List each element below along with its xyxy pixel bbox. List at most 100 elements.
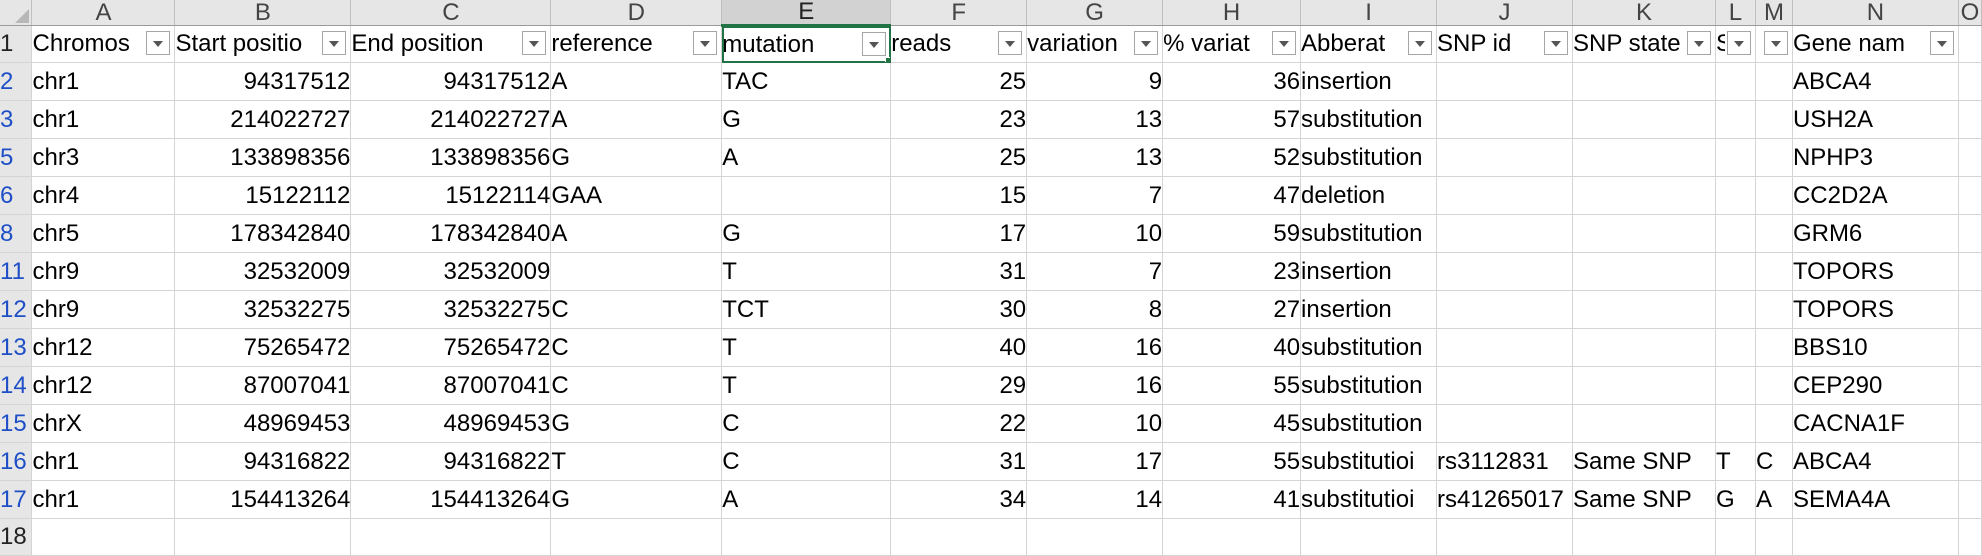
cell-reference[interactable]: G xyxy=(550,138,723,177)
cell-end[interactable]: 48969453 xyxy=(350,404,552,443)
row-number[interactable]: 11 xyxy=(0,252,33,291)
cell-l[interactable] xyxy=(1715,138,1756,177)
cell-start[interactable]: 154413264 xyxy=(174,480,352,519)
empty-cell[interactable] xyxy=(1958,518,1982,556)
cell-variation[interactable]: 16 xyxy=(1026,366,1164,405)
cell-aberration[interactable]: substitutioi xyxy=(1300,442,1438,481)
cell-reads[interactable]: 31 xyxy=(890,252,1028,291)
cell-end[interactable]: 32532009 xyxy=(350,252,552,291)
filter-dropdown-icon[interactable] xyxy=(1544,31,1569,55)
cell-pct[interactable]: 59 xyxy=(1162,214,1302,253)
cell-reads[interactable]: 15 xyxy=(890,176,1028,215)
cell-end[interactable]: 15122114 xyxy=(350,176,552,215)
filter-dropdown-icon[interactable] xyxy=(1408,31,1433,55)
cell-mutation[interactable]: T xyxy=(721,252,892,291)
filter-dropdown-icon[interactable] xyxy=(1726,31,1751,55)
cell-m[interactable] xyxy=(1755,290,1793,329)
cell-snp_id[interactable]: rs41265017 xyxy=(1436,480,1574,519)
cell-variation[interactable]: 13 xyxy=(1026,100,1164,139)
cell-chromosome[interactable]: chr5 xyxy=(31,214,176,253)
cell-l[interactable]: T xyxy=(1715,442,1756,481)
cell-snp_id[interactable]: rs3112831 xyxy=(1436,442,1574,481)
cell-reads[interactable]: 17 xyxy=(890,214,1028,253)
cell-mutation[interactable]: G xyxy=(721,214,892,253)
cell-o[interactable] xyxy=(1958,100,1982,139)
filter-dropdown-icon[interactable] xyxy=(998,31,1023,55)
cell-aberration[interactable]: insertion xyxy=(1300,290,1438,329)
cell-pct[interactable]: 23 xyxy=(1162,252,1302,291)
cell-chromosome[interactable]: chr12 xyxy=(31,366,176,405)
cell-m[interactable] xyxy=(1755,252,1793,291)
cell-o[interactable] xyxy=(1958,366,1982,405)
cell-variation[interactable]: 7 xyxy=(1026,252,1164,291)
row-number[interactable]: 14 xyxy=(0,366,33,405)
cell-gene[interactable]: CC2D2A xyxy=(1792,176,1959,215)
cell-reads[interactable]: 25 xyxy=(890,62,1028,101)
cell-snp_state[interactable]: Same SNP xyxy=(1572,442,1716,481)
cell-l[interactable] xyxy=(1715,214,1756,253)
header-cell-l[interactable]: S xyxy=(1715,25,1756,63)
select-all-corner[interactable] xyxy=(0,0,33,26)
cell-snp_state[interactable] xyxy=(1572,176,1716,215)
column-header-g[interactable]: G xyxy=(1026,0,1164,26)
cell-snp_id[interactable] xyxy=(1436,328,1574,367)
column-header-f[interactable]: F xyxy=(890,0,1028,26)
cell-m[interactable] xyxy=(1755,328,1793,367)
empty-cell[interactable] xyxy=(1162,518,1302,556)
cell-snp_id[interactable] xyxy=(1436,176,1574,215)
cell-variation[interactable]: 8 xyxy=(1026,290,1164,329)
cell-l[interactable] xyxy=(1715,100,1756,139)
cell-variation[interactable]: 17 xyxy=(1026,442,1164,481)
cell-reads[interactable]: 25 xyxy=(890,138,1028,177)
header-cell-m[interactable] xyxy=(1755,25,1793,63)
column-header-a[interactable]: A xyxy=(31,0,176,26)
cell-pct[interactable]: 45 xyxy=(1162,404,1302,443)
cell-end[interactable]: 94317512 xyxy=(350,62,552,101)
cell-m[interactable] xyxy=(1755,404,1793,443)
empty-cell[interactable] xyxy=(1572,518,1716,556)
cell-l[interactable] xyxy=(1715,328,1756,367)
filter-dropdown-icon[interactable] xyxy=(146,31,171,55)
cell-mutation[interactable]: TCT xyxy=(721,290,892,329)
cell-mutation[interactable]: A xyxy=(721,480,892,519)
cell-gene[interactable]: SEMA4A xyxy=(1792,480,1959,519)
row-number[interactable]: 2 xyxy=(0,62,33,101)
filter-dropdown-icon[interactable] xyxy=(1763,31,1788,55)
cell-snp_id[interactable] xyxy=(1436,252,1574,291)
cell-pct[interactable]: 41 xyxy=(1162,480,1302,519)
cell-snp_state[interactable] xyxy=(1572,100,1716,139)
cell-gene[interactable]: ABCA4 xyxy=(1792,62,1959,101)
cell-reads[interactable]: 29 xyxy=(890,366,1028,405)
cell-chromosome[interactable]: chr9 xyxy=(31,252,176,291)
header-cell-n[interactable]: Gene nam xyxy=(1792,25,1959,63)
cell-variation[interactable]: 7 xyxy=(1026,176,1164,215)
cell-m[interactable]: A xyxy=(1755,480,1793,519)
cell-reference[interactable]: A xyxy=(550,214,723,253)
cell-end[interactable]: 75265472 xyxy=(350,328,552,367)
header-cell-c[interactable]: End position xyxy=(350,25,552,63)
row-number[interactable]: 6 xyxy=(0,176,33,215)
cell-gene[interactable]: NPHP3 xyxy=(1792,138,1959,177)
cell-start[interactable]: 75265472 xyxy=(174,328,352,367)
filter-dropdown-icon[interactable] xyxy=(862,32,887,56)
cell-end[interactable]: 154413264 xyxy=(350,480,552,519)
empty-cell[interactable] xyxy=(721,518,892,556)
cell-end[interactable]: 94316822 xyxy=(350,442,552,481)
cell-pct[interactable]: 36 xyxy=(1162,62,1302,101)
cell-end[interactable]: 214022727 xyxy=(350,100,552,139)
header-cell-i[interactable]: Abberat xyxy=(1300,25,1438,63)
empty-cell[interactable] xyxy=(1755,518,1793,556)
cell-o[interactable] xyxy=(1958,404,1982,443)
cell-o[interactable] xyxy=(1958,442,1982,481)
cell-reads[interactable]: 40 xyxy=(890,328,1028,367)
cell-aberration[interactable]: substitution xyxy=(1300,366,1438,405)
cell-aberration[interactable]: substitution xyxy=(1300,328,1438,367)
cell-chromosome[interactable]: chr1 xyxy=(31,62,176,101)
cell-reads[interactable]: 30 xyxy=(890,290,1028,329)
cell-reads[interactable]: 22 xyxy=(890,404,1028,443)
row-number[interactable]: 13 xyxy=(0,328,33,367)
empty-cell[interactable] xyxy=(1792,518,1959,556)
header-cell-g[interactable]: variation xyxy=(1026,25,1164,63)
cell-aberration[interactable]: substitution xyxy=(1300,214,1438,253)
filter-dropdown-icon[interactable] xyxy=(1272,31,1297,55)
